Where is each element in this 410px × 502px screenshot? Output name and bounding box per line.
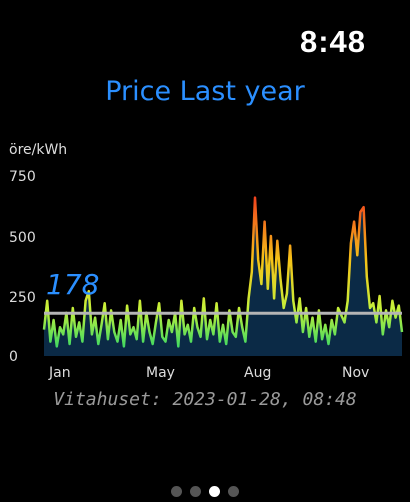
y-tick-750: 750	[9, 169, 36, 185]
x-tick-jan: Jan	[49, 365, 71, 381]
status-time: 8:48	[299, 24, 366, 59]
x-tick-nov: Nov	[342, 365, 370, 381]
page-dot-1[interactable]	[171, 486, 182, 497]
price-area	[44, 197, 402, 356]
y-axis-unit: öre/kWh	[9, 142, 68, 158]
price-line	[42, 196, 404, 348]
y-tick-500: 500	[9, 230, 36, 246]
average-price-label: 178	[46, 268, 100, 301]
y-tick-250: 250	[9, 290, 36, 306]
y-tick-0: 0	[9, 349, 18, 365]
x-tick-aug: Aug	[244, 365, 272, 381]
page-dot-4[interactable]	[228, 486, 239, 497]
page-dot-2[interactable]	[190, 486, 201, 497]
page-dot-3[interactable]	[209, 486, 220, 497]
page-title: Price Last year	[105, 76, 305, 107]
x-tick-may: May	[146, 365, 175, 381]
page-indicator[interactable]	[0, 486, 410, 497]
footer-updated: Vitahuset: 2023-01-28, 08:48	[53, 389, 357, 410]
